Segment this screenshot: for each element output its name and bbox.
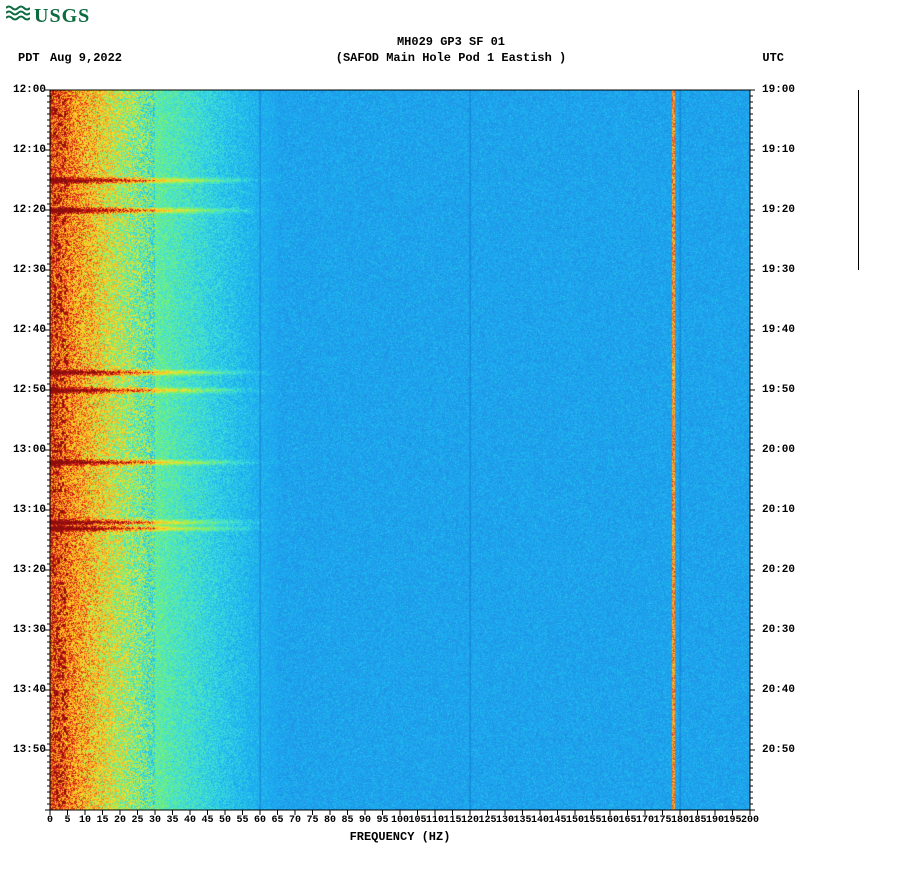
y-right-tick-label: 19:20	[762, 204, 800, 216]
logo-text: USGS	[34, 5, 90, 28]
y-right-tick-label: 19:10	[762, 144, 800, 156]
plot-title: MH029 GP3 SF 01	[0, 35, 902, 49]
x-tick-label: 35	[166, 815, 178, 826]
x-tick-label: 180	[671, 815, 689, 826]
x-tick-label: 115	[443, 815, 461, 826]
x-tick-label: 195	[723, 815, 741, 826]
y-left-tick-label: 13:40	[8, 684, 46, 696]
y-left-tick-label: 13:10	[8, 504, 46, 516]
x-tick-label: 150	[566, 815, 584, 826]
x-tick-label: 125	[478, 815, 496, 826]
x-tick-label: 135	[513, 815, 531, 826]
x-tick-label: 170	[636, 815, 654, 826]
y-left-tick-label: 13:30	[8, 624, 46, 636]
x-tick-label: 70	[289, 815, 301, 826]
y-right-tick-label: 19:30	[762, 264, 800, 276]
y-right-tick-label: 19:00	[762, 84, 800, 96]
y-left-tick-label: 12:40	[8, 324, 46, 336]
y-left-tick-label: 13:20	[8, 564, 46, 576]
y-left-tick-label: 12:00	[8, 84, 46, 96]
x-tick-label: 175	[653, 815, 671, 826]
x-tick-label: 45	[201, 815, 213, 826]
x-tick-label: 60	[254, 815, 266, 826]
y-right-tick-label: 19:40	[762, 324, 800, 336]
y-right-tick-label: 20:30	[762, 624, 800, 636]
y-right-tick-label: 20:40	[762, 684, 800, 696]
x-tick-label: 10	[79, 815, 91, 826]
x-tick-label: 185	[688, 815, 706, 826]
y-left-tick-label: 12:20	[8, 204, 46, 216]
x-axis-labels: 0510152025303540455055606570758085909510…	[50, 815, 750, 827]
x-tick-label: 100	[391, 815, 409, 826]
x-tick-label: 20	[114, 815, 126, 826]
x-tick-label: 50	[219, 815, 231, 826]
y-axis-right-labels: 19:0019:1019:2019:3019:4019:5020:0020:10…	[762, 90, 804, 810]
wave-icon	[6, 4, 30, 29]
x-tick-label: 145	[548, 815, 566, 826]
x-tick-label: 200	[741, 815, 759, 826]
x-tick-label: 55	[236, 815, 248, 826]
x-tick-label: 160	[601, 815, 619, 826]
x-tick-label: 80	[324, 815, 336, 826]
spectrogram-plot	[50, 90, 750, 810]
colorbar-indicator	[858, 90, 859, 270]
y-left-tick-label: 13:00	[8, 444, 46, 456]
y-right-tick-label: 19:50	[762, 384, 800, 396]
x-tick-label: 65	[271, 815, 283, 826]
y-right-tick-label: 20:10	[762, 504, 800, 516]
x-tick-label: 120	[461, 815, 479, 826]
x-axis-title: FREQUENCY (HZ)	[50, 830, 750, 844]
x-tick-label: 190	[706, 815, 724, 826]
y-left-tick-label: 12:50	[8, 384, 46, 396]
x-tick-label: 15	[96, 815, 108, 826]
usgs-logo: USGS	[6, 4, 90, 29]
x-tick-label: 5	[64, 815, 70, 826]
x-tick-label: 85	[341, 815, 353, 826]
x-tick-label: 0	[47, 815, 53, 826]
x-tick-label: 25	[131, 815, 143, 826]
x-tick-label: 165	[618, 815, 636, 826]
x-tick-label: 105	[408, 815, 426, 826]
x-tick-label: 90	[359, 815, 371, 826]
x-tick-label: 155	[583, 815, 601, 826]
x-tick-label: 140	[531, 815, 549, 826]
x-tick-label: 40	[184, 815, 196, 826]
spectrogram-canvas	[50, 90, 750, 810]
x-tick-label: 30	[149, 815, 161, 826]
y-right-tick-label: 20:50	[762, 744, 800, 756]
x-tick-label: 95	[376, 815, 388, 826]
y-right-tick-label: 20:20	[762, 564, 800, 576]
y-left-tick-label: 12:30	[8, 264, 46, 276]
x-tick-label: 110	[426, 815, 444, 826]
y-left-tick-label: 12:10	[8, 144, 46, 156]
x-tick-label: 130	[496, 815, 514, 826]
y-left-tick-label: 13:50	[8, 744, 46, 756]
y-right-tick-label: 20:00	[762, 444, 800, 456]
right-timezone: UTC	[762, 51, 784, 65]
y-axis-left-labels: 12:0012:1012:2012:3012:4012:5013:0013:10…	[8, 90, 48, 810]
x-tick-label: 75	[306, 815, 318, 826]
